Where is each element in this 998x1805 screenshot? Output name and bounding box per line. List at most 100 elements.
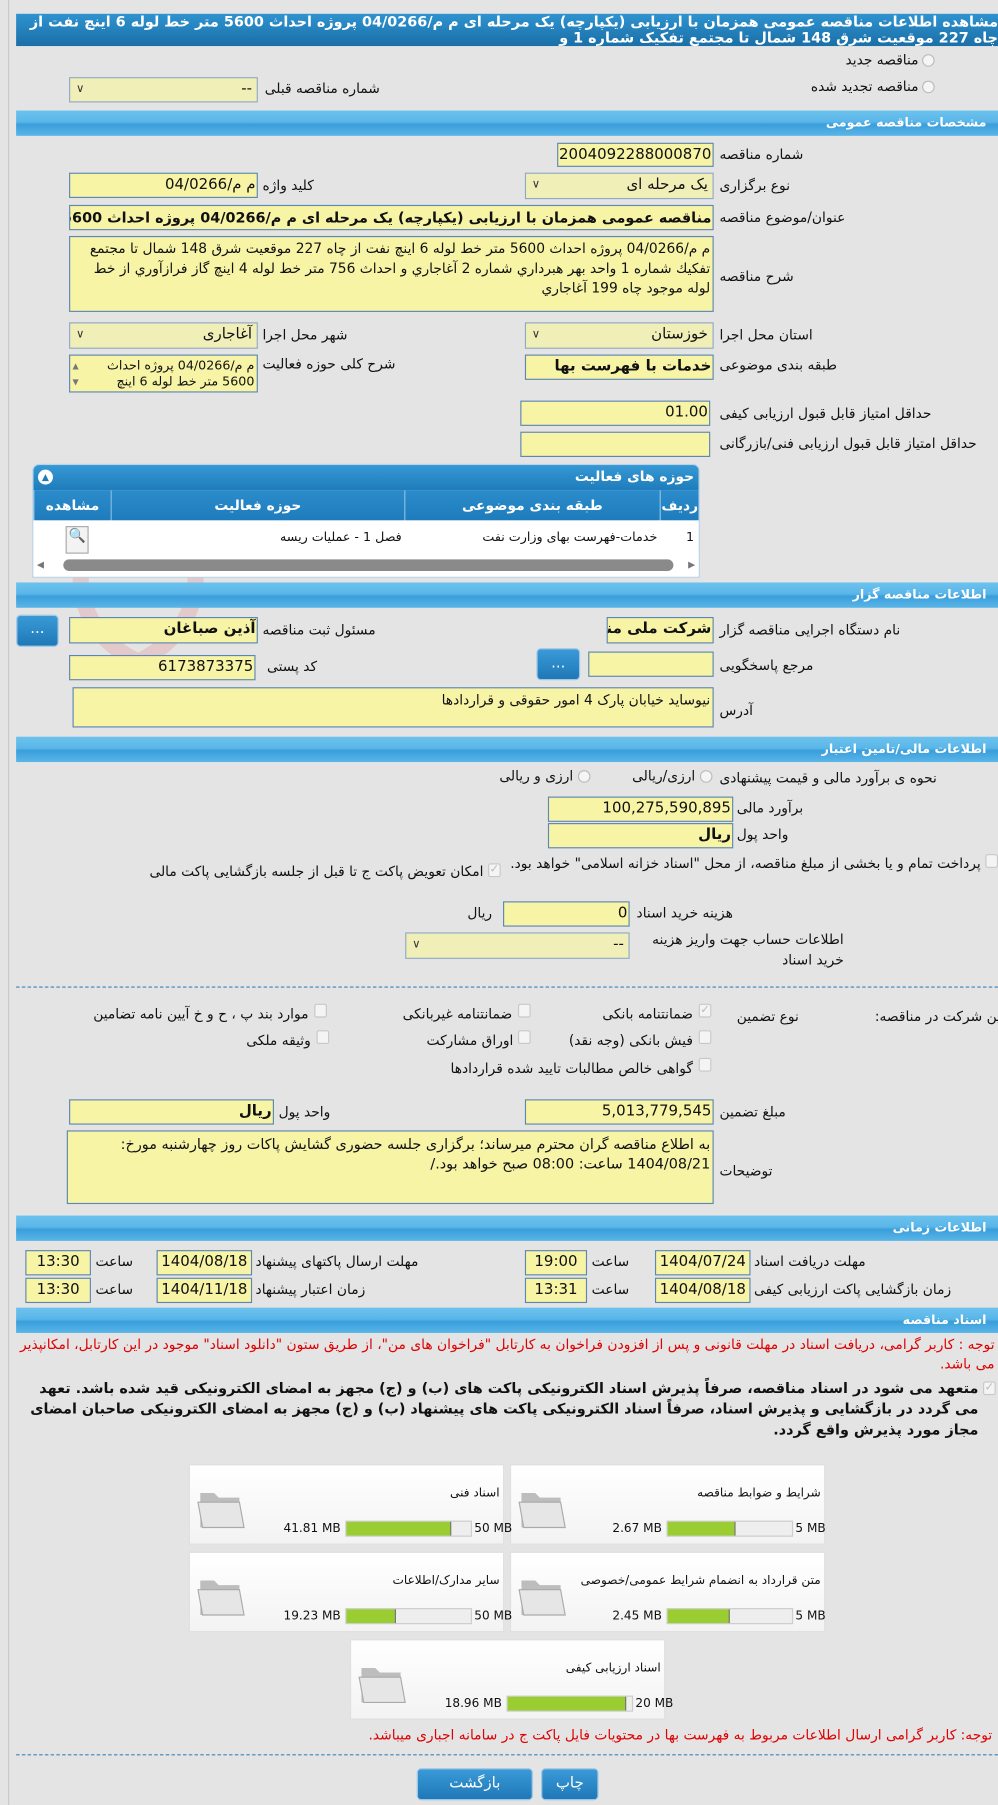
account-select[interactable]: -- ∨: [405, 932, 630, 959]
city-value: آغاجاری: [202, 325, 253, 344]
activities-grid: حوزه های فعالیت ▲ ردیف طبقه بندی موضوعی …: [32, 463, 700, 578]
regulation-items-checkbox[interactable]: [314, 1003, 327, 1018]
account-value: --: [613, 935, 624, 954]
islamic-treasury-label: پرداخت تمام و یا بخشی از مبلغ مناقصه، از…: [510, 855, 981, 872]
section-documents: اسناد مناقصه: [16, 1307, 998, 1333]
category-label: طبقه بندی موضوعی: [719, 356, 838, 373]
notes-label: توضیحات: [719, 1162, 773, 1179]
folder-icon: [197, 1580, 245, 1616]
province-select[interactable]: خوزستان ∨: [524, 322, 714, 349]
document-progress-fill: [346, 1609, 396, 1624]
document-card[interactable]: اسناد فنی 41.81 MB 50 MB: [188, 1464, 512, 1545]
document-max-size: 50 MB: [474, 1521, 513, 1536]
prev-tender-select[interactable]: -- ∨: [69, 77, 258, 103]
collapse-icon[interactable]: ▲: [37, 469, 53, 485]
subject-field: مناقصه عمومی همزمان با ارزیابی (یکپارچه)…: [69, 204, 714, 231]
holding-type-select[interactable]: یک مرحله ای ∨: [524, 172, 714, 200]
description-textarea: م م/04/0266 پروژه احداث 5600 متر خط لوله…: [69, 235, 714, 312]
document-progress-fill: [346, 1521, 452, 1536]
guarantee-label: تضمین شرکت در مناقصه:: [874, 1008, 998, 1025]
document-used-size: 2.67 MB: [612, 1521, 662, 1536]
estimate-method-label: نحوه ی برآورد مالی و قیمت پیشنهادی: [719, 770, 937, 787]
print-button[interactable]: چاپ: [541, 1768, 599, 1801]
radio-renewed-tender[interactable]: [922, 80, 935, 94]
folder-icon: [518, 1580, 566, 1616]
section-organizer: اطلاعات مناقصه گزار: [16, 582, 998, 608]
doc-deadline-time-field: 19:00: [524, 1250, 588, 1276]
horizontal-scrollbar[interactable]: ◀ ▶: [33, 554, 699, 576]
regulation-items-label: موارد بند پ ، ح و خ آیین نامه تضامین: [93, 1006, 309, 1023]
province-label: استان محل اجرا: [719, 326, 813, 344]
page-title: مشاهده اطلاعات مناقصه عمومی همزمان با ار…: [16, 13, 998, 47]
receivables-certificate-checkbox[interactable]: [698, 1057, 712, 1072]
province-value: خوزستان: [651, 325, 708, 344]
property-collateral-checkbox[interactable]: [316, 1030, 330, 1045]
bonds-checkbox[interactable]: [517, 1030, 531, 1045]
description-label: شرح مناقصه: [719, 268, 794, 285]
nonbank-guarantee-label: ضمانتنامه غیربانکی: [402, 1006, 513, 1023]
activity-desc-textarea[interactable]: م م/04/0266 پروژه احداث 5600 متر خط لوله…: [69, 354, 258, 393]
view-document-icon[interactable]: 🔍: [65, 526, 89, 554]
radio-currency-and-rial[interactable]: [577, 770, 591, 783]
label-renewed-tender: مناقصه تجدید شده: [810, 78, 919, 95]
document-progress: [345, 1608, 472, 1625]
nonbank-guarantee-checkbox[interactable]: [517, 1003, 531, 1018]
cell-index: 1: [686, 529, 695, 545]
scroll-left-icon[interactable]: ◀: [36, 559, 44, 570]
document-progress: [345, 1520, 472, 1537]
registrar-more-button[interactable]: ...: [16, 614, 59, 647]
validity-field: 1404/11/18: [156, 1277, 253, 1304]
guarantee-amount-label: مبلغ تضمین: [719, 1103, 786, 1121]
organizer-field: شرکت ملی مناطق نفت خ: [606, 616, 714, 644]
guarantee-currency-label: واحد پول: [278, 1103, 331, 1121]
organizer-label: نام دستگاه اجرایی مناقصه گزار: [719, 621, 901, 638]
address-textarea: نیوساید خیابان پارک 4 امور حقوقی و قرارد…: [72, 687, 714, 728]
min-quality-label: حداقل امتیاز قابل قبول ارزیابی کیفی: [719, 405, 932, 422]
city-select[interactable]: آغاجاری ∨: [69, 322, 258, 349]
swap-envelope-checkbox[interactable]: ✓: [488, 863, 501, 878]
document-progress: [666, 1520, 794, 1537]
document-card[interactable]: اسناد ارزیابی کیفی 18.96 MB 20 MB: [349, 1639, 673, 1720]
doc-deadline-field: 1404/07/24: [654, 1250, 751, 1276]
activity-desc-text: م م/04/0266 پروژه احداث 5600 متر خط لوله…: [106, 357, 255, 390]
document-max-size: 50 MB: [474, 1609, 513, 1624]
document-card[interactable]: متن قرارداد به انضمام شرایط عمومی/خصوصی 2…: [509, 1551, 826, 1633]
scrollbar-thumb[interactable]: [63, 559, 674, 571]
account-label: اطلاعات حساب جهت واریز هزینه خرید اسناد: [652, 931, 844, 969]
document-max-size: 5 MB: [795, 1521, 826, 1536]
reference-label: مرجع پاسخگویی: [719, 657, 814, 674]
chevron-down-icon: ∨: [75, 82, 85, 96]
radio-new-tender[interactable]: [922, 54, 935, 67]
guarantee-amount-field: 5,013,779,545: [524, 1099, 714, 1125]
activities-grid-header: حوزه های فعالیت ▲: [33, 465, 699, 491]
activities-title: حوزه های فعالیت: [574, 468, 695, 485]
document-used-size: 2.45 MB: [612, 1609, 662, 1624]
time-label: ساعت: [95, 1281, 134, 1298]
document-used-size: 19.23 MB: [283, 1609, 341, 1624]
scroll-right-icon[interactable]: ▶: [688, 559, 696, 570]
folder-icon: [358, 1667, 406, 1704]
activity-desc-label: شرح کلی حوزه فعالیت: [262, 355, 396, 372]
postal-code-field: 6173873375: [69, 654, 256, 681]
back-button[interactable]: بازگشت: [416, 1768, 533, 1801]
tender-number-label: شماره مناقصه: [719, 146, 804, 163]
commitment-checkbox[interactable]: ✓: [983, 1381, 996, 1396]
document-title: سایر مدارک/اطلاعات: [392, 1573, 500, 1588]
commitment-text: متعهد می شود در اسناد مناقصه، صرفاً پذیر…: [30, 1379, 979, 1438]
document-card[interactable]: سایر مدارک/اطلاعات 19.23 MB 50 MB: [188, 1551, 512, 1633]
city-label: شهر محل اجرا: [262, 326, 348, 344]
reference-more-button[interactable]: ...: [536, 648, 581, 681]
bank-guarantee-checkbox[interactable]: ✓: [698, 1003, 712, 1018]
folder-icon: [197, 1492, 245, 1529]
submit-deadline-label: مهلت ارسال پاکتهای پیشنهاد: [255, 1253, 419, 1270]
documents-notice: توجه : کاربر گرامی، دریافت اسناد در مهلت…: [19, 1336, 995, 1373]
islamic-treasury-checkbox[interactable]: [985, 854, 998, 868]
radio-currency-rial[interactable]: [699, 770, 713, 783]
cell-category: خدمات-فهرست بهای وزارت نفت: [482, 529, 658, 545]
document-progress-fill: [667, 1521, 736, 1536]
document-card[interactable]: شرایط و ضوابط مناقصه 2.67 MB 5 MB: [509, 1464, 826, 1545]
bank-receipt-checkbox[interactable]: [698, 1030, 712, 1045]
scroll-arrows-icon[interactable]: ▲ ▼: [72, 361, 79, 387]
registrar-label: مسئول ثبت مناقصه: [262, 621, 376, 638]
